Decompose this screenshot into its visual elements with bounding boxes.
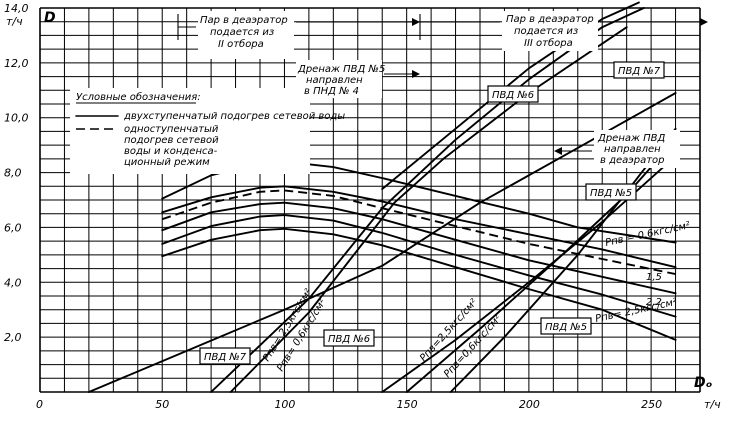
label-15: 1,5 — [646, 272, 662, 283]
x-tick-label-2: 100 — [274, 398, 295, 411]
annotation-steam-ii-line-2: подается из — [210, 27, 274, 38]
legend-solid-label: двухступенчатый подогрев сетевой воды — [123, 111, 345, 122]
x-axis-title: Dₒ — [694, 375, 713, 391]
label-hph6-lower-text: ПВД №6 — [328, 334, 370, 345]
x-axis-unit: т/ч — [704, 398, 721, 411]
legend-title: Условные обозначения: — [76, 91, 201, 103]
label-hph5-lower: ПВД №5 — [540, 317, 592, 335]
annotation-steam-ii: Пар в деаэратор подается из II отбора — [177, 11, 420, 59]
legend-dashed-label-1: одноступенчатый — [124, 124, 219, 135]
y-axis-unit: т/ч — [6, 15, 23, 28]
y-tick-label-6: 14,0 — [4, 2, 29, 15]
x-tick-label-4: 200 — [519, 398, 540, 411]
legend-dashed-label-2: подогрев сетевой — [124, 135, 219, 146]
annotation-drain-lph4: Дренаж ПВД №5 направлен в ПНД № 4 — [296, 60, 420, 98]
tick-layer: 0 50 100 150 200 250 2,0 4,0 6,0 8,0 10,0 12,0 14,0 — [4, 2, 662, 411]
annotation-drain-deaerator-line-2: направлен — [604, 144, 661, 155]
series-line-2 — [161, 189, 676, 276]
label-hph5-upper-text: ПВД №5 — [590, 188, 632, 199]
label-hph5-lower-text: ПВД №5 — [545, 322, 587, 333]
label-hph7-lower-text: ПВД №7 — [204, 352, 247, 363]
y-tick-label-0: 2,0 — [4, 331, 22, 344]
annotation-drain-deaerator-line-1: Дренаж ПВД — [597, 133, 666, 144]
label-hph6-upper-text: ПВД №6 — [492, 90, 534, 101]
annotation-steam-ii-line-3: II отбора — [218, 38, 264, 50]
label-hph7-lower: ПВД №7 — [199, 347, 251, 365]
series-line-7 — [210, 7, 645, 393]
annotation-drain-lph4-line-1: Дренаж ПВД №5 — [297, 64, 385, 75]
y-axis-title: D — [44, 10, 56, 26]
legend-dashed-label-3: воды и конденса- — [124, 146, 218, 157]
annotation-drain-deaerator: Дренаж ПВД направлен в деаэратор — [554, 130, 680, 168]
y-tick-label-3: 8,0 — [4, 167, 22, 180]
label-hph6-lower: ПВД №6 — [323, 329, 375, 347]
x-tick-label-0: 0 — [36, 398, 43, 411]
x-tick-label-5: 250 — [641, 398, 662, 411]
annotation-drain-deaerator-line-3: в деаэратор — [600, 155, 665, 166]
series-line-8 — [229, 26, 628, 393]
annotation-steam-iii-line-1: Пар в деаэратор — [506, 14, 594, 25]
label-p06-right: Рпв = 0,6кгс/см² — [604, 220, 691, 249]
legend-dashed-label-4: ционный режим — [124, 157, 210, 168]
y-tick-label-4: 10,0 — [4, 112, 29, 125]
y-tick-label-5: 12,0 — [4, 57, 29, 70]
y-tick-label-1: 4,0 — [4, 276, 22, 289]
x-tick-label-1: 50 — [155, 398, 169, 411]
label-hph7-upper-text: ПВД №7 — [618, 66, 661, 77]
label-hph5-upper: ПВД №5 — [585, 183, 637, 201]
annotation-drain-lph4-line-2: направлен — [306, 75, 363, 86]
series-line-11 — [405, 138, 677, 393]
x-tick-label-3: 150 — [397, 398, 418, 411]
label-hph6-upper: ПВД №6 — [487, 85, 539, 103]
y-tick-label-2: 6,0 — [4, 221, 22, 234]
series-line-9 — [381, 1, 640, 190]
curve-layer — [87, 1, 677, 393]
annotation-steam-iii: Пар в деаэратор подается из III отбора — [419, 11, 708, 51]
legend: Условные обозначения: двухступенчатый по… — [70, 88, 345, 174]
annotation-steam-iii-line-3: III отбора — [524, 37, 573, 49]
label-p25-right: Рпв= 2,5кгс/см² — [594, 297, 678, 325]
annotation-steam-ii-line-1: Пар в деаэратор — [200, 15, 288, 26]
series-line-6 — [87, 92, 677, 393]
series-line-1 — [161, 185, 677, 269]
series-line-4 — [161, 214, 677, 318]
annotation-drain-lph4-line-3: в ПНД № 4 — [304, 86, 359, 97]
label-hph7-upper: ПВД №7 — [613, 61, 665, 79]
annotation-steam-iii-line-2: подается из — [514, 26, 578, 37]
series-line-12 — [449, 127, 677, 393]
label-22: 2,2 — [646, 297, 662, 308]
